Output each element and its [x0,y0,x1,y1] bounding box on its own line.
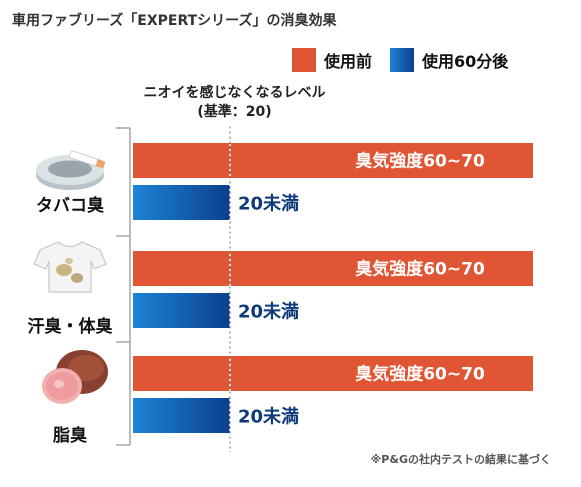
threshold-annotation: ニオイを感じなくなるレベル (基準：20) [127,84,342,122]
bar-after-label: 20未満 [238,193,299,215]
bar-before-label: 臭気強度60~70 [355,364,485,385]
bar-before-label: 臭気強度60~70 [355,151,485,172]
bar-after [133,185,230,220]
category-label: 脂臭 [53,425,87,446]
stained-tshirt-icon [33,241,107,293]
footnote: ※P&Gの社内テストの結果に基づく [370,453,551,466]
threshold-sublabel: (基準：20) [197,104,272,120]
bar-after-label: 20未満 [238,301,299,323]
bar-before [133,143,533,178]
bar-before [133,356,533,391]
ham-icon [42,350,108,404]
chart-title: 車用ファブリーズ「EXPERTシリーズ」の消臭効果 [12,13,337,29]
category-label: タバコ臭 [36,195,104,216]
category-label: 汗臭・体臭 [28,316,113,337]
legend-swatch-before [292,48,316,72]
ashtray-cigarette-icon [36,150,106,190]
bar-after [133,398,230,433]
legend-label-after: 使用60分後 [422,52,509,71]
legend-swatch-after [390,48,415,72]
bar-after-label: 20未満 [238,406,299,428]
bar-after [133,293,230,328]
bar-before-label: 臭気強度60~70 [355,259,485,280]
threshold-label: ニオイを感じなくなるレベル [143,85,326,101]
legend-label-before: 使用前 [324,52,373,71]
legend: 使用前 使用60分後 [292,48,526,72]
bar-before [133,251,533,286]
